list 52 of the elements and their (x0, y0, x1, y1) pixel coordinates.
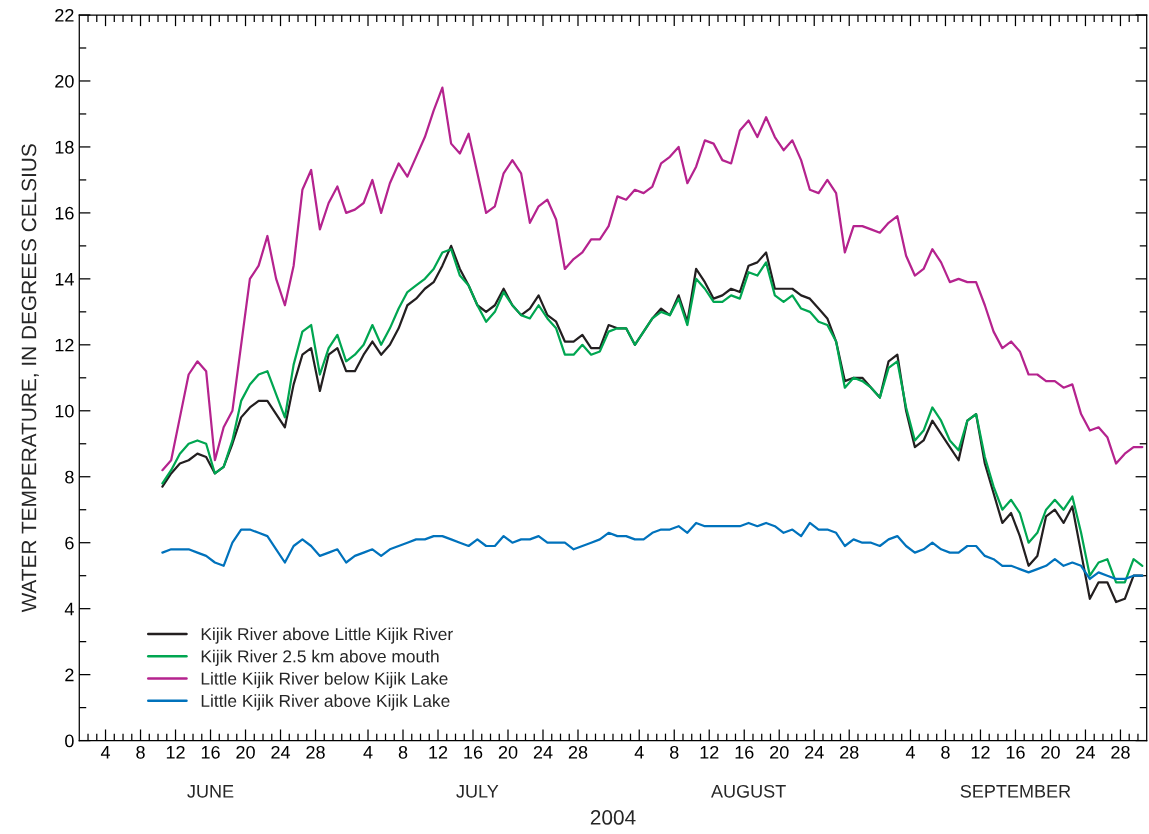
x-tick-label: 28 (1111, 745, 1130, 759)
x-tick-label: 24 (533, 745, 553, 759)
y-tick-label: 4 (64, 602, 74, 616)
y-tick-label: 10 (55, 404, 74, 418)
x-tick-label: 16 (1006, 745, 1025, 759)
y-tick-label: 8 (65, 470, 74, 484)
y-tick-label: 18 (55, 140, 74, 154)
x-axis-title: 2004 (590, 810, 636, 825)
y-tick-label: 22 (55, 8, 74, 22)
x-tick-label: 20 (498, 745, 518, 759)
x-tick-label: 20 (1041, 745, 1060, 759)
x-tick-label: 28 (568, 745, 588, 759)
x-tick-label: 8 (670, 745, 679, 759)
x-tick-label: 24 (271, 745, 291, 759)
x-tick-label: 8 (941, 745, 950, 759)
x-tick-label: 16 (464, 745, 483, 759)
y-axis-title: WATER TEMPERATURE, IN DEGREES CELSIUS (21, 144, 39, 613)
y-tick-label: 20 (55, 74, 74, 88)
y-tick-label: 16 (55, 206, 74, 220)
x-tick-label: 24 (805, 745, 824, 759)
x-tick-label: 8 (136, 745, 145, 759)
x-tick-label: 4 (905, 746, 915, 759)
legend-label: Kijik River 2.5 km above mouth (201, 649, 439, 666)
x-tick-label: 12 (971, 745, 990, 759)
text: JUNE (187, 785, 234, 798)
text: SEPTEMBER (960, 784, 1071, 798)
line-series (161, 86, 1144, 472)
x-tick-label: 12 (429, 745, 448, 759)
x-tick-label: 4 (100, 746, 111, 759)
x-tick-label: 24 (1076, 745, 1095, 759)
x-tick-label: 16 (735, 745, 754, 759)
x-tick-label: 20 (770, 745, 789, 759)
x-tick-label: 12 (166, 745, 185, 759)
x-tick-label: 16 (201, 745, 220, 759)
x-tick-label: 8 (398, 745, 408, 759)
legend-label: Little Kijik River above Kijik Lake (201, 694, 450, 711)
x-tick-label: 28 (840, 745, 859, 759)
x-tick-label: 20 (236, 745, 255, 759)
x-tick-label: 28 (306, 745, 325, 759)
y-tick-label: 0 (65, 734, 74, 748)
legend-label: Little Kijik River below Kijik Lake (201, 672, 448, 689)
y-tick-label: 14 (55, 272, 74, 286)
y-tick-label: 6 (65, 536, 74, 550)
text: AUGUST (711, 784, 786, 798)
y-tick-label: 2 (65, 668, 74, 682)
x-tick-label: 4 (363, 746, 373, 759)
line-series (161, 521, 1144, 581)
text: JULY (456, 785, 499, 798)
legend-label: Kijik River above Little Kijik River (201, 627, 453, 644)
y-tick-label: 12 (55, 338, 74, 352)
x-tick-label: 4 (634, 746, 644, 759)
x-tick-label: 12 (700, 745, 719, 759)
